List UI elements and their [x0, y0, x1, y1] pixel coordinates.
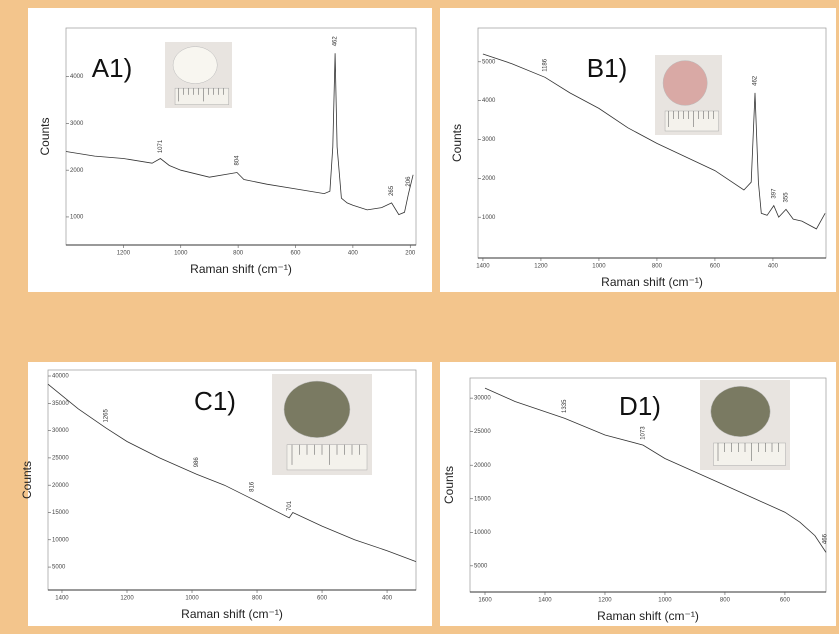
- x-axis-label: Raman shift (cm⁻¹): [190, 262, 292, 276]
- peak-label: 397: [771, 188, 777, 199]
- ruler: [175, 88, 229, 105]
- peak-label: 1335: [562, 399, 568, 413]
- y-tick-label: 35000: [52, 401, 69, 407]
- peak-label: 265: [389, 185, 395, 196]
- x-tick-label: 400: [768, 264, 779, 270]
- peak-label: 816: [249, 481, 255, 492]
- y-tick-label: 30000: [52, 428, 69, 434]
- x-tick-label: 800: [233, 251, 244, 257]
- x-tick-label: 800: [252, 596, 263, 602]
- x-tick-label: 800: [652, 264, 663, 270]
- ruler: [287, 445, 367, 470]
- y-axis-label: Counts: [450, 124, 464, 162]
- x-tick-label: 1000: [174, 251, 188, 257]
- x-tick-label: 400: [348, 251, 359, 257]
- x-tick-label: 600: [317, 596, 328, 602]
- y-tick-label: 5000: [52, 565, 66, 571]
- y-axis-label: Counts: [442, 466, 456, 504]
- x-axis-label: Raman shift (cm⁻¹): [597, 609, 699, 623]
- y-tick-label: 1000: [482, 215, 496, 221]
- panel-title: A1): [92, 53, 132, 83]
- x-tick-label: 600: [780, 598, 791, 604]
- y-tick-label: 25000: [474, 429, 491, 435]
- peak-label: 466: [823, 533, 829, 544]
- x-tick-label: 1000: [658, 598, 672, 604]
- x-tick-label: 1200: [120, 596, 134, 602]
- x-axis-label: Raman shift (cm⁻¹): [601, 275, 703, 289]
- ruler: [665, 111, 719, 131]
- x-tick-label: 1400: [538, 598, 552, 604]
- peak-label: 462: [753, 75, 759, 86]
- peak-label: 701: [287, 500, 293, 511]
- peak-label: 1265: [103, 409, 109, 423]
- y-tick-label: 4000: [70, 74, 84, 80]
- ruler: [714, 443, 786, 466]
- peak-label: 804: [235, 155, 241, 166]
- x-tick-label: 1200: [534, 264, 548, 270]
- y-tick-label: 1000: [70, 215, 84, 221]
- x-tick-label: 1000: [185, 596, 199, 602]
- y-tick-label: 2000: [70, 168, 84, 174]
- y-tick-label: 5000: [474, 563, 488, 569]
- x-axis-label: Raman shift (cm⁻¹): [181, 607, 283, 621]
- x-tick-label: 600: [291, 251, 302, 257]
- panel-title: B1): [587, 53, 627, 83]
- figure: 1000 2000 3000 4000 1200 1000 800 600 400 200 1071…: [0, 0, 839, 629]
- peak-label: 986: [194, 457, 200, 468]
- peak-label: 1186: [543, 58, 549, 72]
- y-tick-label: 20000: [474, 463, 491, 469]
- y-tick-label: 4000: [482, 98, 496, 104]
- y-tick-label: 25000: [52, 455, 69, 461]
- x-tick-label: 400: [382, 596, 393, 602]
- panel-title: D1): [619, 391, 661, 421]
- y-tick-label: 10000: [52, 537, 69, 543]
- sample-disc: [284, 381, 350, 438]
- sample-disc: [711, 386, 770, 436]
- y-tick-label: 40000: [52, 374, 69, 380]
- y-tick-label: 10000: [474, 530, 491, 536]
- sample-disc: [173, 47, 217, 84]
- y-tick-label: 15000: [52, 510, 69, 516]
- y-tick-label: 3000: [70, 121, 84, 127]
- peak-label: 462: [333, 36, 339, 47]
- x-tick-label: 1400: [476, 264, 490, 270]
- x-tick-label: 200: [405, 251, 416, 257]
- page: {"chart_data": [ {"type": "line", "title…: [0, 0, 839, 629]
- x-tick-label: 600: [710, 264, 721, 270]
- peak-label: 206: [406, 176, 412, 187]
- sample-disc: [663, 61, 707, 106]
- peak-label: 355: [784, 192, 790, 203]
- x-tick-label: 1600: [478, 598, 492, 604]
- x-tick-label: 1000: [592, 264, 606, 270]
- y-tick-label: 5000: [482, 59, 496, 65]
- y-axis-label: Counts: [38, 117, 52, 155]
- peak-label: 1073: [641, 426, 647, 440]
- panel: [440, 8, 836, 292]
- y-tick-label: 30000: [474, 396, 491, 402]
- y-axis-label: Counts: [20, 461, 34, 499]
- peak-label: 1071: [158, 139, 164, 153]
- y-tick-label: 20000: [52, 483, 69, 489]
- x-tick-label: 1200: [598, 598, 612, 604]
- y-tick-label: 15000: [474, 496, 491, 502]
- y-tick-label: 2000: [482, 176, 496, 182]
- x-tick-label: 1200: [117, 251, 131, 257]
- y-tick-label: 3000: [482, 137, 496, 143]
- panel-title: C1): [194, 386, 236, 416]
- x-tick-label: 1400: [55, 596, 69, 602]
- x-tick-label: 800: [720, 598, 731, 604]
